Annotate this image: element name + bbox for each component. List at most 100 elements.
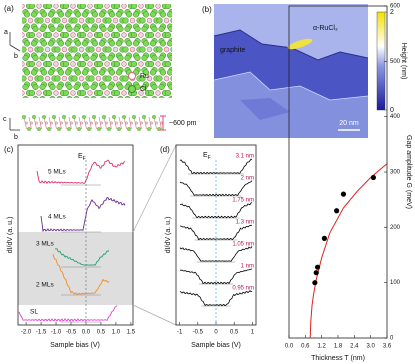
cl-atom [132,115,136,119]
cl-atom [122,17,129,24]
cl-atom [125,0,131,3]
cl-atom [109,99,115,105]
cl-atom [81,11,89,18]
cl-atom [74,69,82,76]
data-point [334,208,340,214]
cl-atom [167,111,173,117]
cl-atom [6,67,12,73]
ru-atom [11,18,16,23]
x-axis-label: Sample bias (V) [50,342,100,349]
cl-atom [184,70,190,76]
cl-atom [164,31,172,39]
ru-atom [104,90,110,96]
cl-atom [130,31,138,39]
ru-atom [27,75,34,82]
x-tick-label: 1.2 [317,344,326,350]
cl-atom [47,69,55,76]
axis-letter: a [4,29,8,36]
ru-atom [130,105,135,110]
panel-label: (b) [202,5,212,14]
cl-atom [4,47,10,53]
cl-atom [142,11,150,18]
zoom-line [132,304,177,326]
ru-atom [105,121,108,125]
cl-atom [103,105,109,111]
cl-atom [149,69,157,76]
cl-atom [45,4,53,10]
ru-atom [22,32,25,38]
ru-atom [87,61,93,67]
cl-atom [184,53,190,59]
cl-atom [141,25,148,32]
ru-atom [121,4,127,9]
cl-atom [106,105,112,111]
spectrum [180,202,253,219]
cl-atom [88,46,95,53]
cl-atom [58,99,64,105]
x-tick-label: 0.5 [97,330,106,336]
cl-atom [74,11,82,18]
ru-atom [45,121,48,125]
x-tick-label: 1.8 [334,344,343,350]
ru-atom [22,90,25,96]
cl-atom [113,60,121,68]
cl-atom [40,69,48,76]
cl-atom [48,99,54,105]
cl-atom [149,40,157,47]
cl-atom [159,40,167,47]
cl-atom [82,115,86,119]
cl-atom [42,115,46,119]
cl-atom [107,96,114,98]
cl-atom [100,25,107,32]
cl-atom [12,32,18,38]
cl-atom [124,54,131,61]
cl-atom [18,105,24,111]
cl-atom [184,99,190,105]
cl-atom [75,99,81,105]
cl-atom [7,53,13,59]
y-tick-label: 0 [390,336,394,342]
x-tick-label: 3.0 [366,344,375,350]
ru-atom [27,17,34,24]
cl-atom [151,96,158,98]
cl-atom [91,11,99,18]
cl-atom [7,70,13,76]
cl-atom [164,4,172,10]
cl-atom [177,70,183,76]
cl-atom [16,26,22,32]
plot-frame [17,144,134,326]
cl-atom [83,54,90,61]
ru-atom [78,75,85,82]
cl-atom [0,55,4,61]
curve-label: SL [30,309,38,316]
cl-atom [96,4,104,10]
ru-atom [95,17,102,24]
data-point [370,174,376,181]
cl-atom [159,69,167,76]
curve-label: 2 MLs [36,282,54,289]
ru-atom [112,46,119,53]
cl-atom [139,75,146,82]
cl-atom [179,32,185,38]
panel-label: (a) [4,4,14,13]
ru-atom [121,90,127,96]
cl-atom [83,25,90,32]
cl-atom [139,17,146,24]
cl-atom [98,11,106,18]
cl-atom [184,41,190,47]
cl-atom [174,47,180,53]
y-tick-label: 600 [390,4,401,10]
cl-atom [4,76,10,82]
crystal-side-view [22,115,163,131]
colorbar-tick-label: 0 [390,107,394,114]
cl-atom [9,61,15,67]
cl-atom [0,32,1,38]
x-tick-label: 0.6 [301,344,310,350]
cl-atom [88,75,95,82]
cl-atom [157,105,163,111]
ru-atom [55,121,58,125]
fermi-sub: F [83,156,86,162]
cl-atom [117,127,121,131]
substrate-label: graphite [220,47,245,54]
cl-atom [4,105,10,111]
